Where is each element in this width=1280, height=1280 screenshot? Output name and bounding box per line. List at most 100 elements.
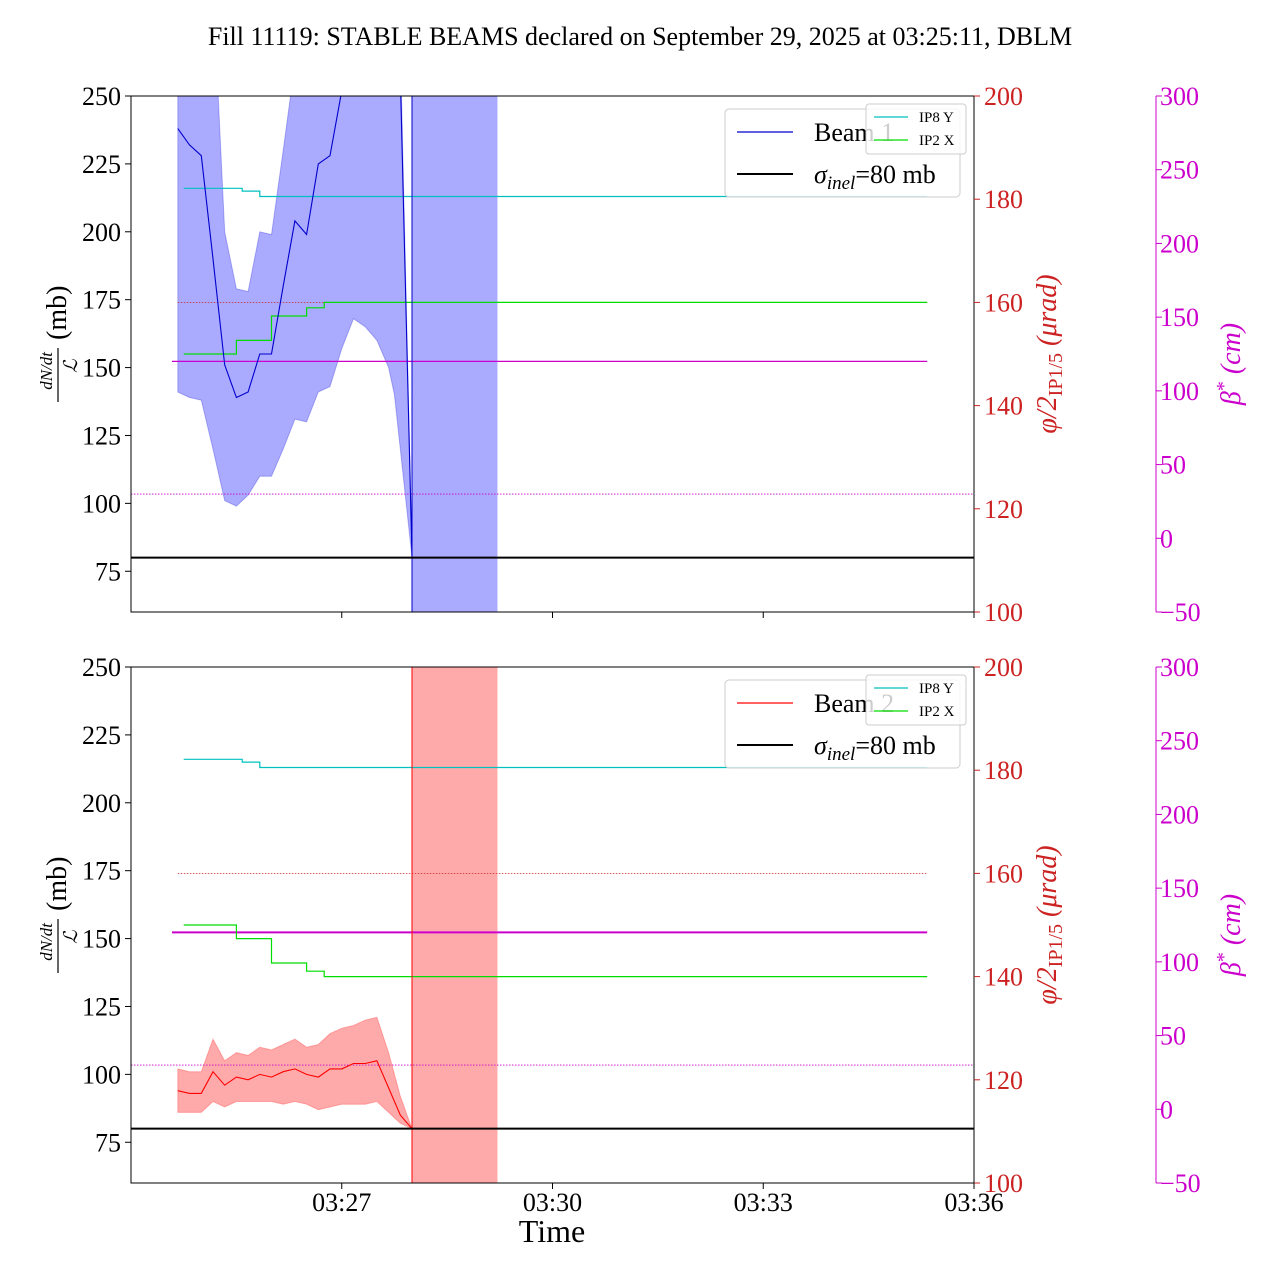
y-axis-label: dN/dt ℒ (mb): [37, 286, 82, 402]
y-tick-label: 75: [95, 1128, 121, 1157]
xing-tick-label: 120: [984, 495, 1023, 524]
xing-axis-label-sub: IP1/5: [1045, 353, 1067, 396]
y-axis-label-numerator: dN/dt: [37, 351, 56, 390]
beta-axis-label-unit: (cm): [1216, 323, 1247, 381]
y-tick-label: 200: [82, 218, 121, 247]
beta-tick-label: 300: [1160, 653, 1199, 682]
legend-label-ip8y: IP8 Y: [919, 681, 954, 697]
beam-time-band: [412, 96, 498, 612]
xing-tick-label: 200: [984, 653, 1023, 682]
legend-label-sigma-symbol: σ: [814, 160, 828, 189]
xing-tick-label: 120: [984, 1066, 1023, 1095]
beta-tick-label: 250: [1160, 727, 1199, 756]
beta-tick-label: −50: [1160, 598, 1201, 627]
beta-tick-label: 0: [1160, 524, 1173, 553]
beta-tick-label: 50: [1160, 1022, 1186, 1051]
legend-label-ip2x: IP2 X: [919, 704, 955, 720]
plot-area: [131, 667, 974, 1183]
legend-label-sigma: σinel=80 mb: [814, 731, 936, 765]
beta-tick-label: 50: [1160, 451, 1186, 480]
beam-line: [177, 1060, 413, 1130]
y-tick-label: 100: [82, 489, 121, 518]
beta-tick-label: 100: [1160, 948, 1199, 977]
y-tick-label: 175: [82, 286, 121, 315]
y-axis-label-unit: (mb): [42, 857, 73, 911]
beta-axis-label-main: β: [1216, 391, 1247, 406]
y-tick-label: 225: [82, 150, 121, 179]
beta-tick-label: 200: [1160, 229, 1199, 258]
y-tick-label: 200: [82, 789, 121, 818]
y-tick-label: 75: [95, 557, 121, 586]
legend-label-sigma-rest: =80 mb: [855, 731, 935, 760]
x-axis: 03:27 03:30 03:33 03:36: [312, 1188, 1003, 1217]
beta-tick-label: 300: [1160, 82, 1199, 111]
beta-tick-label: 200: [1160, 800, 1199, 829]
beta-tick-label: 150: [1160, 303, 1199, 332]
panel-2: 75 100 125 150 175 200 225 250 100 120 140 160 180 20…: [37, 653, 1247, 1198]
xing-axis-label-unit: (μrad): [1032, 845, 1063, 924]
beta-tick-label: −50: [1160, 1169, 1201, 1198]
x-tick-label: 03:27: [312, 1188, 371, 1217]
beam-line: [177, 96, 413, 558]
legend-label-ip2x: IP2 X: [919, 133, 955, 149]
y-tick-label: 250: [82, 653, 121, 682]
panel-1: 75 100 125 150 175 200 225 250 100 120 140 160 180 20…: [37, 82, 1247, 627]
legend-label-sigma-symbol: σ: [814, 731, 828, 760]
beam-time-band: [412, 667, 498, 1183]
xing-tick-label: 180: [984, 756, 1023, 785]
ip2-x-line: [183, 301, 928, 355]
legend-label-sigma: σinel=80 mb: [814, 160, 936, 194]
figure-title: Fill 11119: STABLE BEAMS declared on Sep…: [208, 22, 1072, 51]
xing-axis-label-sub: IP1/5: [1045, 924, 1067, 967]
y-tick-label: 150: [82, 354, 121, 383]
y-axis-label-unit: (mb): [42, 286, 73, 340]
beta-axis-label-unit: (cm): [1216, 894, 1247, 952]
x-tick-label: 03:30: [523, 1188, 582, 1217]
y-tick-label: 125: [82, 421, 121, 450]
xing-tick-label: 100: [984, 1169, 1023, 1198]
y-tick-label: 250: [82, 82, 121, 111]
xing-tick-label: 200: [984, 82, 1023, 111]
plot-area: [131, 96, 974, 612]
y-axis-label-denominator: ℒ: [61, 358, 82, 373]
beta-tick-label: 150: [1160, 874, 1199, 903]
beta-axis-label-sup: *: [1213, 381, 1235, 391]
y-axis-label-denominator: ℒ: [61, 929, 82, 944]
x-tick-label: 03:33: [734, 1188, 793, 1217]
y-axis-label: dN/dt ℒ (mb): [37, 857, 82, 973]
beta-axis-label-main: β: [1216, 962, 1247, 977]
y-tick-label: 125: [82, 992, 121, 1021]
legend-label-sigma-sub: inel: [827, 744, 856, 765]
x-tick-label: 03:36: [944, 1188, 1003, 1217]
legend-label-sigma-rest: =80 mb: [855, 160, 935, 189]
legend-label-ip8y: IP8 Y: [919, 110, 954, 126]
xing-tick-label: 140: [984, 392, 1023, 421]
x-axis-label: Time: [519, 1213, 585, 1249]
ip8-y-line: [183, 187, 928, 198]
xing-axis-label-unit: (μrad): [1032, 274, 1063, 353]
xing-tick-label: 100: [984, 598, 1023, 627]
y-tick-label: 225: [82, 721, 121, 750]
beam-band: [177, 1016, 413, 1130]
y-tick-label: 150: [82, 925, 121, 954]
beta-tick-label: 0: [1160, 1095, 1173, 1124]
y-axis-label-numerator: dN/dt: [37, 922, 56, 961]
beta-axis-label: β* (cm): [1213, 323, 1247, 406]
xing-axis-label: φ/2IP1/5 (μrad): [1032, 274, 1067, 433]
ip8-y-line: [183, 758, 928, 769]
xing-tick-label: 160: [984, 288, 1023, 317]
xing-tick-label: 140: [984, 963, 1023, 992]
xing-tick-label: 160: [984, 859, 1023, 888]
beam-band: [177, 96, 413, 558]
panels: 75 100 125 150 175 200 225 250 100 120 140 160 180 20…: [37, 82, 1247, 1198]
xing-axis-label: φ/2IP1/5 (μrad): [1032, 845, 1067, 1004]
xing-axis-label-main: φ/2: [1032, 967, 1063, 1004]
ip2-x-line: [183, 924, 928, 978]
xing-axis-label-main: φ/2: [1032, 396, 1063, 433]
beta-axis-label: β* (cm): [1213, 894, 1247, 977]
beta-axis-label-sup: *: [1213, 952, 1235, 962]
y-tick-label: 175: [82, 857, 121, 886]
beta-tick-label: 250: [1160, 156, 1199, 185]
legend-label-sigma-sub: inel: [827, 173, 856, 194]
